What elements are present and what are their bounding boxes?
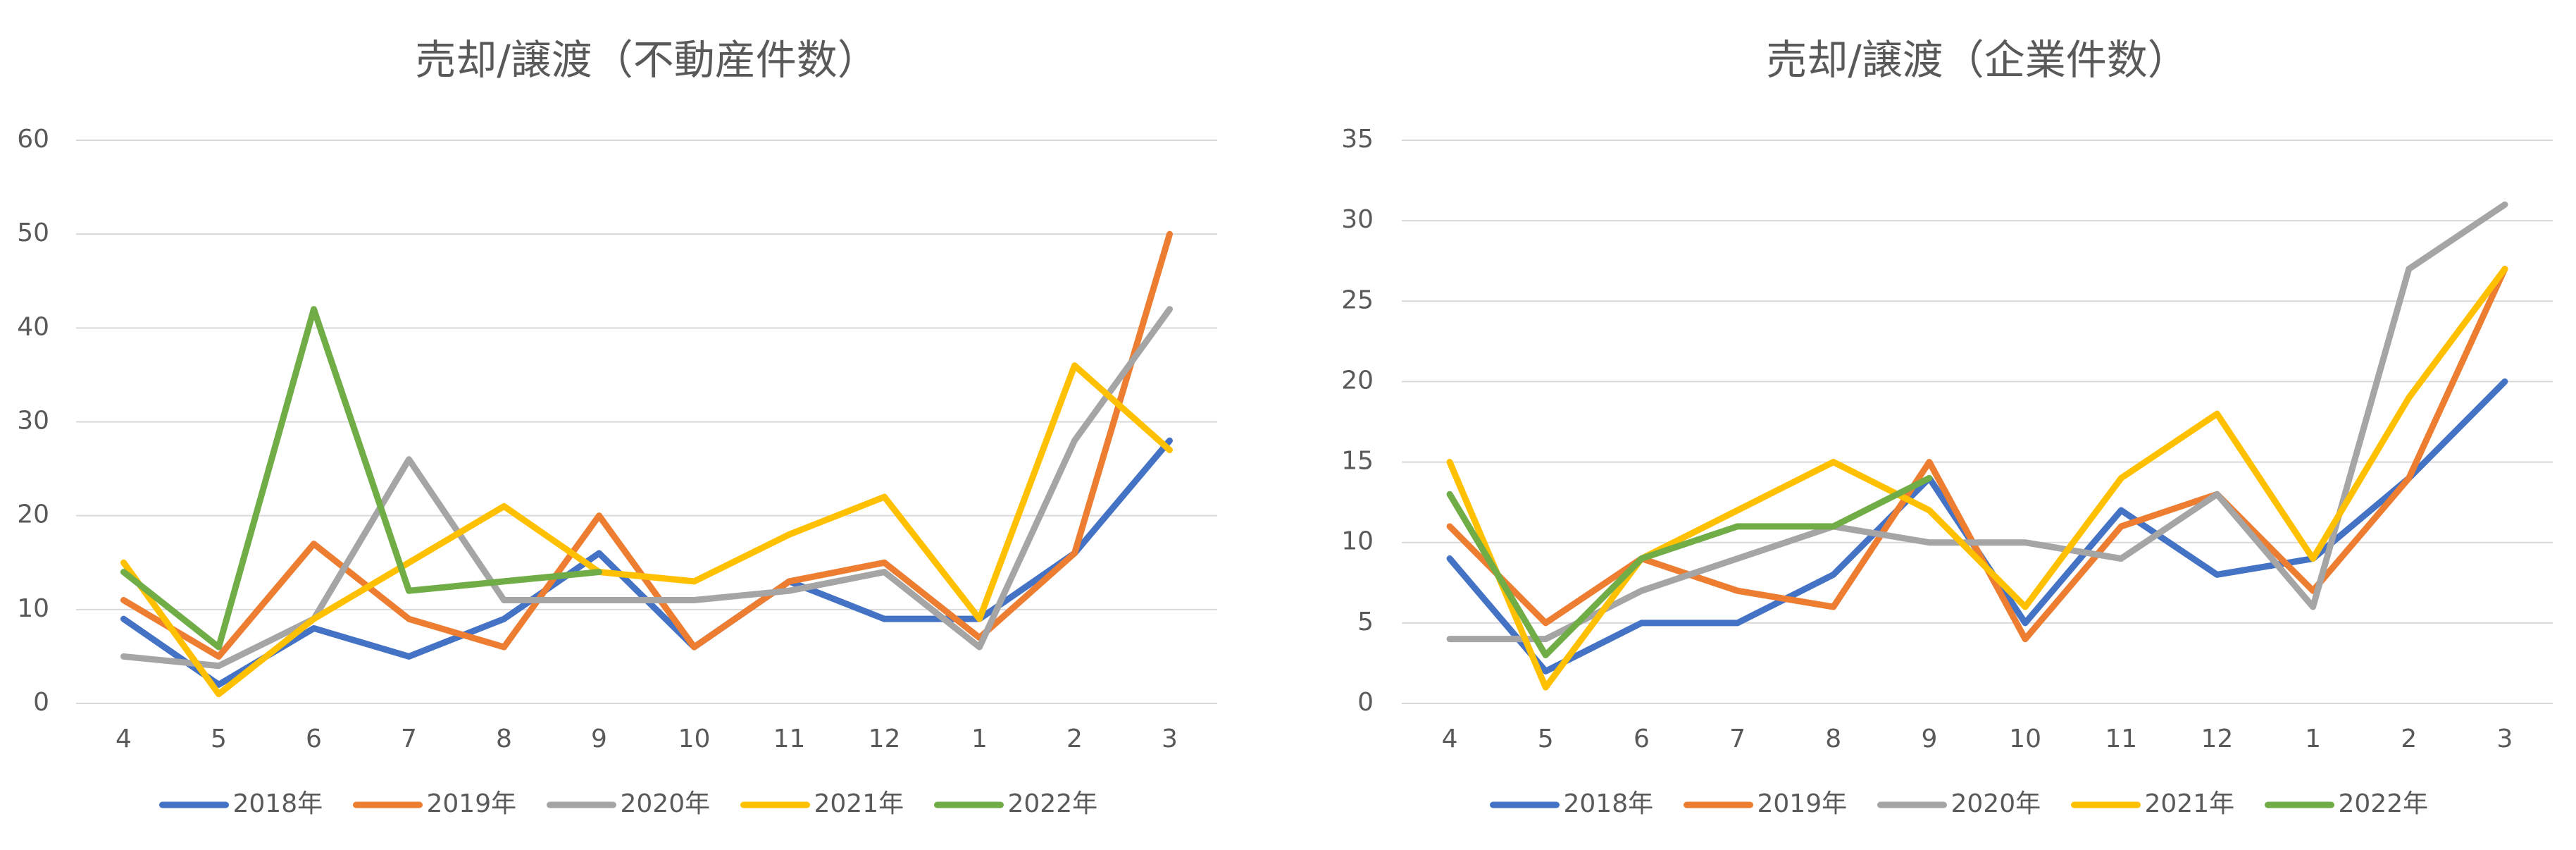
x-tick-label: 12 — [869, 725, 901, 753]
x-tick-label: 4 — [116, 725, 132, 753]
y-tick-label: 0 — [33, 688, 49, 717]
x-tick-label: 5 — [1538, 725, 1554, 753]
x-tick-label: 3 — [1162, 725, 1178, 753]
x-tick-label: 8 — [496, 725, 512, 753]
x-tick-label: 6 — [1634, 725, 1650, 753]
chart-title: 売却/譲渡（不動産件数） — [415, 36, 878, 84]
legend-label: 2022年 — [2339, 789, 2429, 818]
legend-label: 2019年 — [1757, 789, 1848, 818]
legend-label: 2018年 — [1564, 789, 1654, 818]
x-tick-label: 2 — [2401, 725, 2417, 753]
y-tick-label: 10 — [1341, 527, 1374, 556]
legend-label: 2018年 — [233, 789, 323, 818]
x-tick-label: 10 — [2009, 725, 2041, 753]
legend-label: 2021年 — [814, 789, 904, 818]
x-tick-label: 4 — [1442, 725, 1458, 753]
series-line — [1446, 201, 2508, 643]
series-line — [1446, 266, 2508, 691]
x-tick-label: 7 — [401, 725, 417, 753]
y-tick-label: 40 — [17, 312, 49, 341]
x-tick-label: 9 — [591, 725, 607, 753]
series-line — [120, 306, 1173, 670]
x-tick-label: 5 — [211, 725, 227, 753]
x-tick-label: 1 — [971, 725, 988, 753]
y-tick-label: 30 — [17, 407, 49, 436]
series-line — [1446, 266, 2508, 643]
chart-title: 売却/譲渡（企業件数） — [1766, 36, 2189, 84]
series-line — [120, 306, 602, 651]
y-tick-label: 5 — [1357, 608, 1374, 636]
y-tick-label: 20 — [1341, 366, 1374, 395]
x-tick-label: 9 — [1921, 725, 1937, 753]
legend-label: 2019年 — [427, 789, 517, 818]
x-tick-label: 12 — [2201, 725, 2234, 753]
y-tick-label: 0 — [1357, 688, 1374, 717]
x-tick-label: 11 — [773, 725, 806, 753]
x-tick-label: 7 — [1729, 725, 1746, 753]
series-line — [1446, 474, 1933, 659]
x-tick-label: 10 — [678, 725, 711, 753]
y-tick-label: 35 — [1341, 125, 1374, 154]
y-tick-label: 60 — [17, 125, 49, 154]
y-tick-label: 15 — [1341, 447, 1374, 476]
series-line — [1446, 378, 2508, 675]
series-line — [120, 362, 1173, 698]
y-tick-label: 20 — [17, 500, 49, 529]
x-tick-label: 3 — [2496, 725, 2513, 753]
y-tick-label: 10 — [17, 594, 49, 623]
y-tick-label: 50 — [17, 218, 49, 247]
x-tick-label: 8 — [1825, 725, 1841, 753]
legend-label: 2022年 — [1008, 789, 1098, 818]
x-tick-label: 1 — [2305, 725, 2321, 753]
series-line — [120, 230, 1173, 660]
legend-label: 2021年 — [2145, 789, 2235, 818]
x-tick-label: 11 — [2105, 725, 2137, 753]
legend-label: 2020年 — [621, 789, 711, 818]
y-tick-label: 25 — [1341, 285, 1374, 314]
x-tick-label: 6 — [306, 725, 322, 753]
y-tick-label: 30 — [1341, 205, 1374, 234]
legend-label: 2020年 — [1951, 789, 2041, 818]
x-tick-label: 2 — [1066, 725, 1083, 753]
